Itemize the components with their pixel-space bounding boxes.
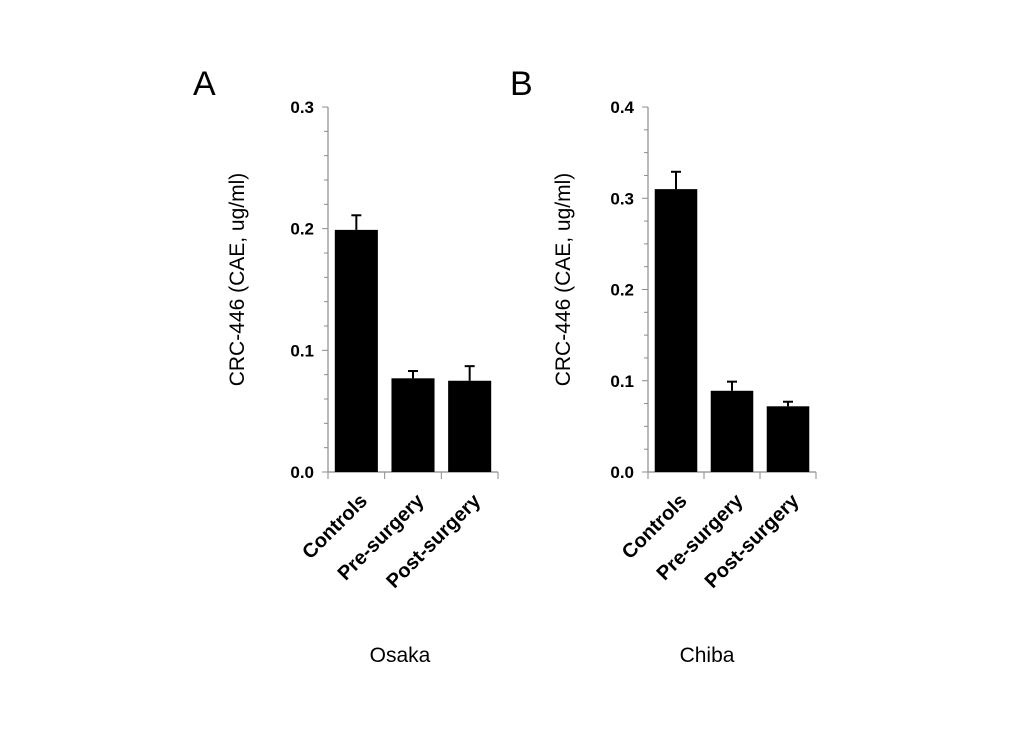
panel-b-y-tick-label: 0.0: [610, 463, 634, 482]
panel-b-bar-post-surgery: [766, 406, 810, 472]
panel-a-y-axis-label: CRC-446 (CAE, ug/ml): [226, 173, 249, 387]
panel-b-y-axis-label: CRC-446 (CAE, ug/ml): [552, 173, 575, 387]
panel-a-bar-controls: [334, 229, 378, 472]
panel-b-bar-controls: [654, 189, 698, 472]
panel-a-bar-post-surgery: [448, 380, 492, 472]
panel-a-y-tick-label: 0.0: [290, 463, 314, 482]
panel-a-bar-pre-surgery: [391, 378, 435, 472]
panel-a-letter: A: [193, 65, 216, 103]
panel-b-x-axis-label: Chiba: [680, 644, 735, 667]
panel-a-y-tick-label: 0.1: [290, 341, 314, 360]
panel-b-y-tick-label: 0.4: [610, 98, 634, 117]
panel-b-y-tick-label: 0.3: [610, 189, 634, 208]
panel-b-letter: B: [510, 65, 533, 103]
panel-a-y-tick-label: 0.3: [290, 98, 314, 117]
panel-a-y-tick-label: 0.2: [290, 220, 314, 239]
panel-b-y-tick-label: 0.1: [610, 372, 634, 391]
panel-a-x-axis-label: Osaka: [370, 644, 431, 667]
panel-b-bar-pre-surgery: [710, 390, 754, 472]
panel-b-y-tick-label: 0.2: [610, 281, 634, 300]
